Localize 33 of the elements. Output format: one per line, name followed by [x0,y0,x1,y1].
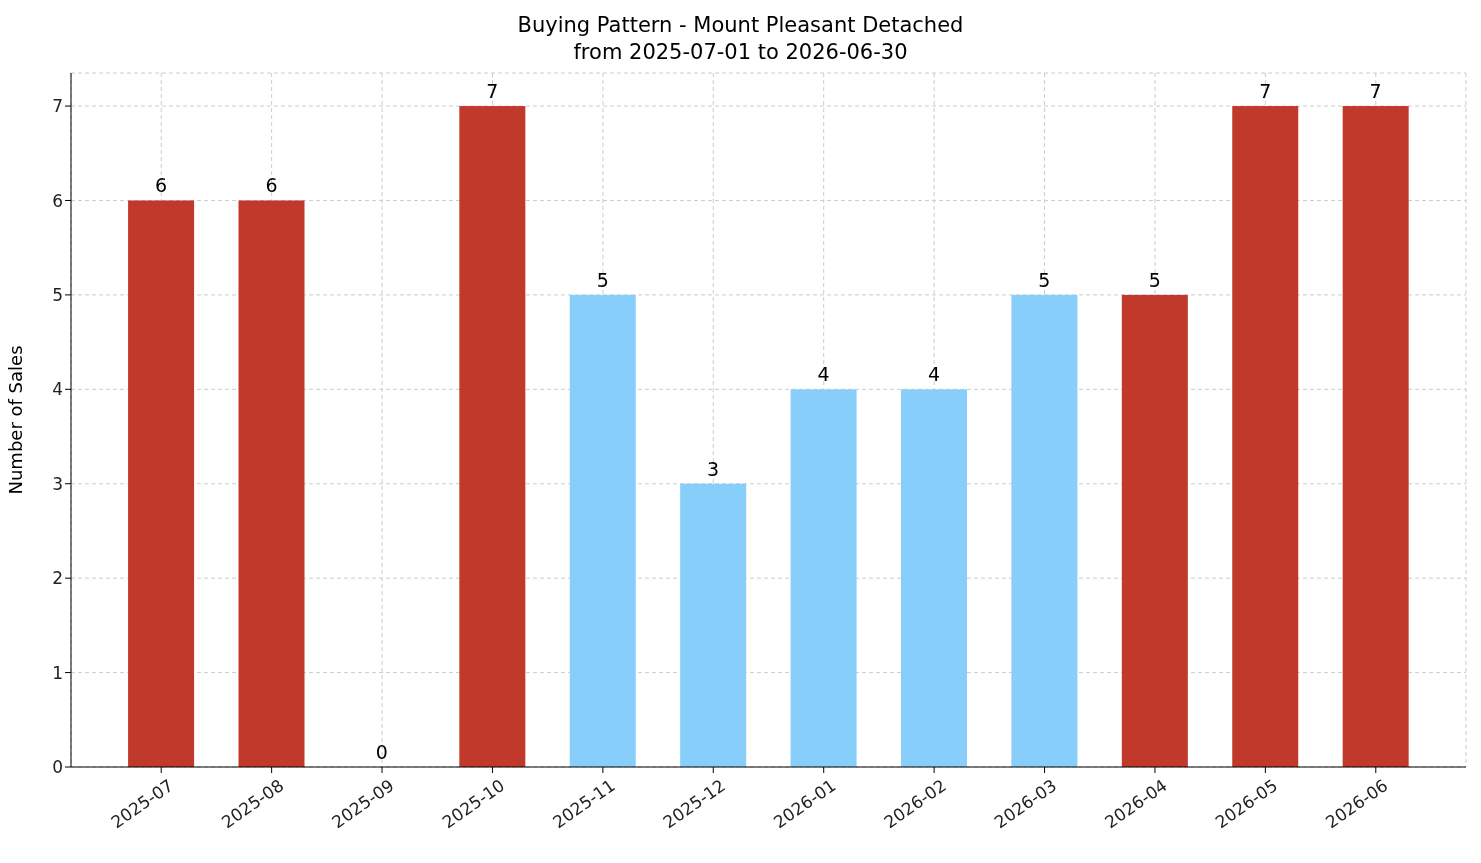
chart-title: Buying Pattern - Mount Pleasant Detached from 2025-07-01 to 2026-06-30 [516,12,965,66]
bar [1011,294,1078,767]
y-tick-label: 1 [52,662,63,683]
data-label: 4 [927,363,941,386]
bar [459,106,526,767]
data-label: 6 [265,174,278,197]
bar [1342,106,1409,767]
bar [790,389,857,767]
y-axis-title: Number of Sales [5,345,27,495]
y-tick-label: 2 [52,568,63,589]
bar [238,200,305,767]
data-label: 7 [1369,80,1382,103]
y-tick-label: 5 [52,284,63,305]
data-label: 4 [817,363,830,386]
data-label: 5 [596,268,609,291]
y-tick-label: 3 [52,473,63,494]
y-tick-label: 7 [52,96,63,117]
data-label: 0 [375,741,388,763]
bar [569,294,636,767]
bar [901,389,967,767]
y-tick-label: 6 [52,190,63,211]
bar [680,483,747,767]
data-label: 6 [155,174,168,197]
bar [1121,294,1188,767]
y-tick-label: 4 [52,379,63,400]
bar [128,200,195,767]
data-label: 7 [1259,80,1272,103]
data-label: 5 [1038,268,1051,291]
bar [1232,106,1299,767]
data-label: 5 [1148,268,1161,291]
data-label: 7 [486,80,499,103]
y-tick-label: 0 [52,757,63,778]
data-label: 3 [707,457,720,480]
